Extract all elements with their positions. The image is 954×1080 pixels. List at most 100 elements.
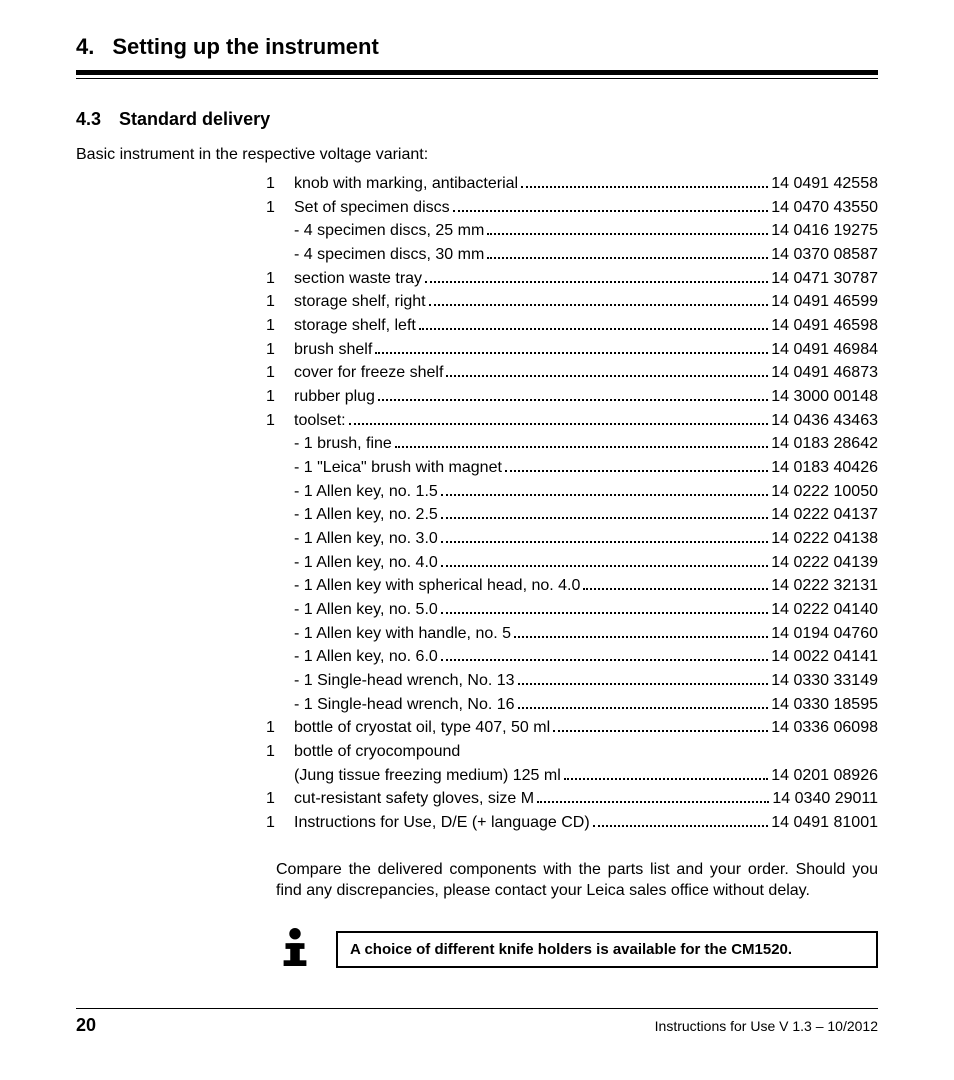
item-part-number: 14 0340 29011 (772, 787, 878, 811)
leader-dots (441, 494, 768, 496)
item-desc: Set of specimen discs (294, 196, 450, 220)
leader-dots (441, 612, 768, 614)
delivery-row: 1knob with marking, antibacterial14 0491… (266, 172, 878, 196)
item-desc: - 1 Allen key, no. 1.5 (294, 480, 438, 504)
leader-dots (441, 517, 768, 519)
leader-dots (425, 281, 768, 283)
leader-dots (518, 683, 769, 685)
item-desc: section waste tray (294, 267, 422, 291)
delivery-row: 1storage shelf, left 14 0491 46598 (266, 314, 878, 338)
item-desc: storage shelf, right (294, 290, 426, 314)
page-number: 20 (76, 1015, 96, 1036)
item-part-number: 14 0491 46598 (771, 314, 878, 338)
info-box: A choice of different knife holders is a… (336, 931, 878, 968)
leader-dots (378, 399, 768, 401)
leader-dots (514, 636, 768, 638)
delivery-row: - 1 Allen key, no. 3.014 0222 04138 (266, 527, 878, 551)
section-title: Standard delivery (119, 109, 270, 130)
item-qty: 1 (266, 740, 294, 764)
item-desc: Instructions for Use, D/E (+ language CD… (294, 811, 590, 835)
item-part-number: 14 0222 04140 (771, 598, 878, 622)
item-qty: 1 (266, 290, 294, 314)
item-part-number: 14 0436 43463 (771, 409, 878, 433)
leader-dots (593, 825, 769, 827)
item-desc: brush shelf (294, 338, 372, 362)
info-icon (276, 926, 314, 973)
item-qty: 1 (266, 196, 294, 220)
page-footer: 20 Instructions for Use V 1.3 – 10/2012 (76, 1008, 878, 1036)
item-desc: - 1 Single-head wrench, No. 13 (294, 669, 515, 693)
section-header: 4.3 Standard delivery (76, 109, 878, 130)
delivery-row: - 1 Single-head wrench, No. 1614 0330 18… (266, 693, 878, 717)
item-part-number: 14 0222 04138 (771, 527, 878, 551)
item-qty: 1 (266, 267, 294, 291)
intro-text: Basic instrument in the respective volta… (76, 146, 878, 164)
item-desc: toolset: (294, 409, 346, 433)
delivery-row: - 1 brush, fine14 0183 28642 (266, 432, 878, 456)
item-qty: 1 (266, 338, 294, 362)
delivery-row: - 1 Allen key with handle, no. 5 14 0194… (266, 622, 878, 646)
item-part-number: 14 0222 04139 (771, 551, 878, 575)
item-part-number: 14 0471 30787 (771, 267, 878, 291)
item-qty: 1 (266, 172, 294, 196)
leader-dots (441, 541, 768, 543)
leader-dots (487, 257, 768, 259)
comparison-note: Compare the delivered components with th… (276, 859, 878, 902)
item-desc: - 1 Allen key, no. 2.5 (294, 503, 438, 527)
item-desc: - 1 Allen key with handle, no. 5 (294, 622, 511, 646)
item-part-number: 14 0330 33149 (771, 669, 878, 693)
item-desc: (Jung tissue freezing medium) 125 ml (294, 764, 561, 788)
leader-dots (564, 778, 768, 780)
item-part-number: 14 0491 42558 (771, 172, 878, 196)
delivery-row: 1bottle of cryostat oil, type 407, 50 ml… (266, 716, 878, 740)
leader-dots (521, 186, 768, 188)
item-desc: - 1 Allen key with spherical head, no. 4… (294, 574, 580, 598)
item-desc: bottle of cryostat oil, type 407, 50 ml (294, 716, 550, 740)
chapter-header: 4. Setting up the instrument (76, 34, 878, 75)
delivery-row: 1bottle of cryocompound (266, 740, 878, 764)
delivery-row: - 1 Allen key, no. 4.0 14 0222 04139 (266, 551, 878, 575)
item-part-number: 14 0491 46984 (771, 338, 878, 362)
item-part-number: 14 0491 81001 (771, 811, 878, 835)
delivery-row: - 1 "Leica" brush with magnet 14 0183 40… (266, 456, 878, 480)
delivery-row: - 1 Allen key, no. 6.014 0022 04141 (266, 645, 878, 669)
item-qty: 1 (266, 716, 294, 740)
leader-dots (487, 233, 768, 235)
item-part-number: 14 3000 00148 (771, 385, 878, 409)
item-qty: 1 (266, 314, 294, 338)
leader-dots (441, 659, 768, 661)
item-desc: - 4 specimen discs, 30 mm (294, 243, 484, 267)
item-desc: - 1 brush, fine (294, 432, 392, 456)
item-part-number: 14 0491 46873 (771, 361, 878, 385)
leader-dots (395, 446, 768, 448)
item-part-number: 14 0201 08926 (771, 764, 878, 788)
leader-dots (419, 328, 768, 330)
leader-dots (349, 423, 769, 425)
delivery-row: 1section waste tray 14 0471 30787 (266, 267, 878, 291)
section-number: 4.3 (76, 109, 101, 130)
delivery-row: - 4 specimen discs, 30 mm 14 0370 08587 (266, 243, 878, 267)
item-part-number: 14 0336 06098 (771, 716, 878, 740)
item-desc: rubber plug (294, 385, 375, 409)
item-desc: storage shelf, left (294, 314, 416, 338)
item-part-number: 14 0416 19275 (771, 219, 878, 243)
item-desc: - 1 Single-head wrench, No. 16 (294, 693, 515, 717)
delivery-row: 1toolset: 14 0436 43463 (266, 409, 878, 433)
delivery-row: - 1 Allen key, no. 2.514 0222 04137 (266, 503, 878, 527)
item-desc: - 1 Allen key, no. 4.0 (294, 551, 438, 575)
delivery-row: 1Instructions for Use, D/E (+ language C… (266, 811, 878, 835)
item-qty: 1 (266, 385, 294, 409)
item-qty: 1 (266, 787, 294, 811)
delivery-row: - 1 Allen key with spherical head, no. 4… (266, 574, 878, 598)
delivery-row: 1cut-resistant safety gloves, size M14 0… (266, 787, 878, 811)
item-qty: 1 (266, 409, 294, 433)
chapter-number: 4. (76, 34, 94, 60)
item-part-number: 14 0491 46599 (771, 290, 878, 314)
item-desc: - 1 "Leica" brush with magnet (294, 456, 502, 480)
leader-dots (505, 470, 768, 472)
item-part-number: 14 0470 43550 (771, 196, 878, 220)
item-desc: - 1 Allen key, no. 6.0 (294, 645, 438, 669)
item-part-number: 14 0222 10050 (771, 480, 878, 504)
item-desc: cover for freeze shelf (294, 361, 443, 385)
doc-version: Instructions for Use V 1.3 – 10/2012 (655, 1018, 878, 1034)
